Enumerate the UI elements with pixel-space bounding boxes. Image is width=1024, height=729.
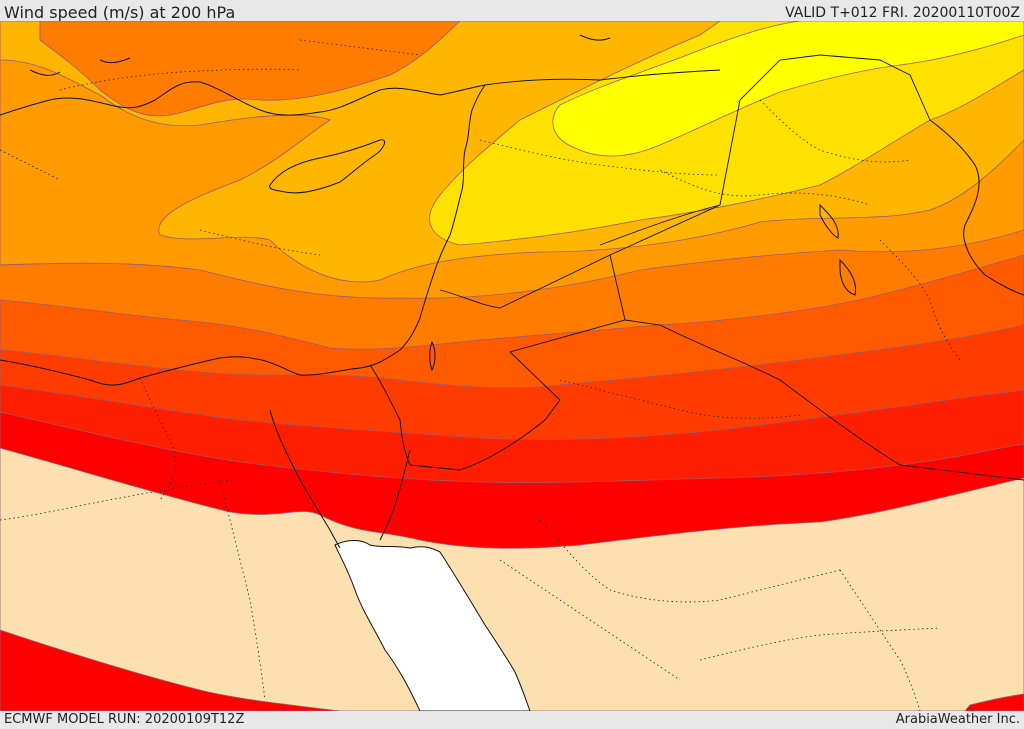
map-title: Wind speed (m/s) at 200 hPa [4, 3, 236, 22]
coastlines [0, 34, 1024, 549]
valid-time: VALID T+012 FRI. 20200110T00Z [785, 5, 1020, 21]
band-1-se-patch [964, 693, 1024, 711]
band-9-fill [552, 21, 1024, 157]
band-5-nw-patch [39, 21, 461, 117]
band-8-fill [429, 21, 1024, 246]
band-1-sw-patch [0, 629, 341, 711]
credit-label: ArabiaWeather Inc. [895, 712, 1020, 727]
admin-borders [0, 39, 961, 711]
low-band-fill [0, 447, 1024, 711]
red-sea [334, 540, 531, 711]
footer-bar: ECMWF MODEL RUN: 20200109T12Z ArabiaWeat… [0, 711, 1024, 729]
model-run-label: ECMWF MODEL RUN: 20200109T12Z [4, 712, 245, 727]
cyprus-outline [269, 139, 386, 194]
country-borders [369, 54, 1024, 481]
header-bar: Wind speed (m/s) at 200 hPa VALID T+012 … [0, 0, 1024, 22]
wind-speed-map[interactable] [0, 21, 1024, 711]
